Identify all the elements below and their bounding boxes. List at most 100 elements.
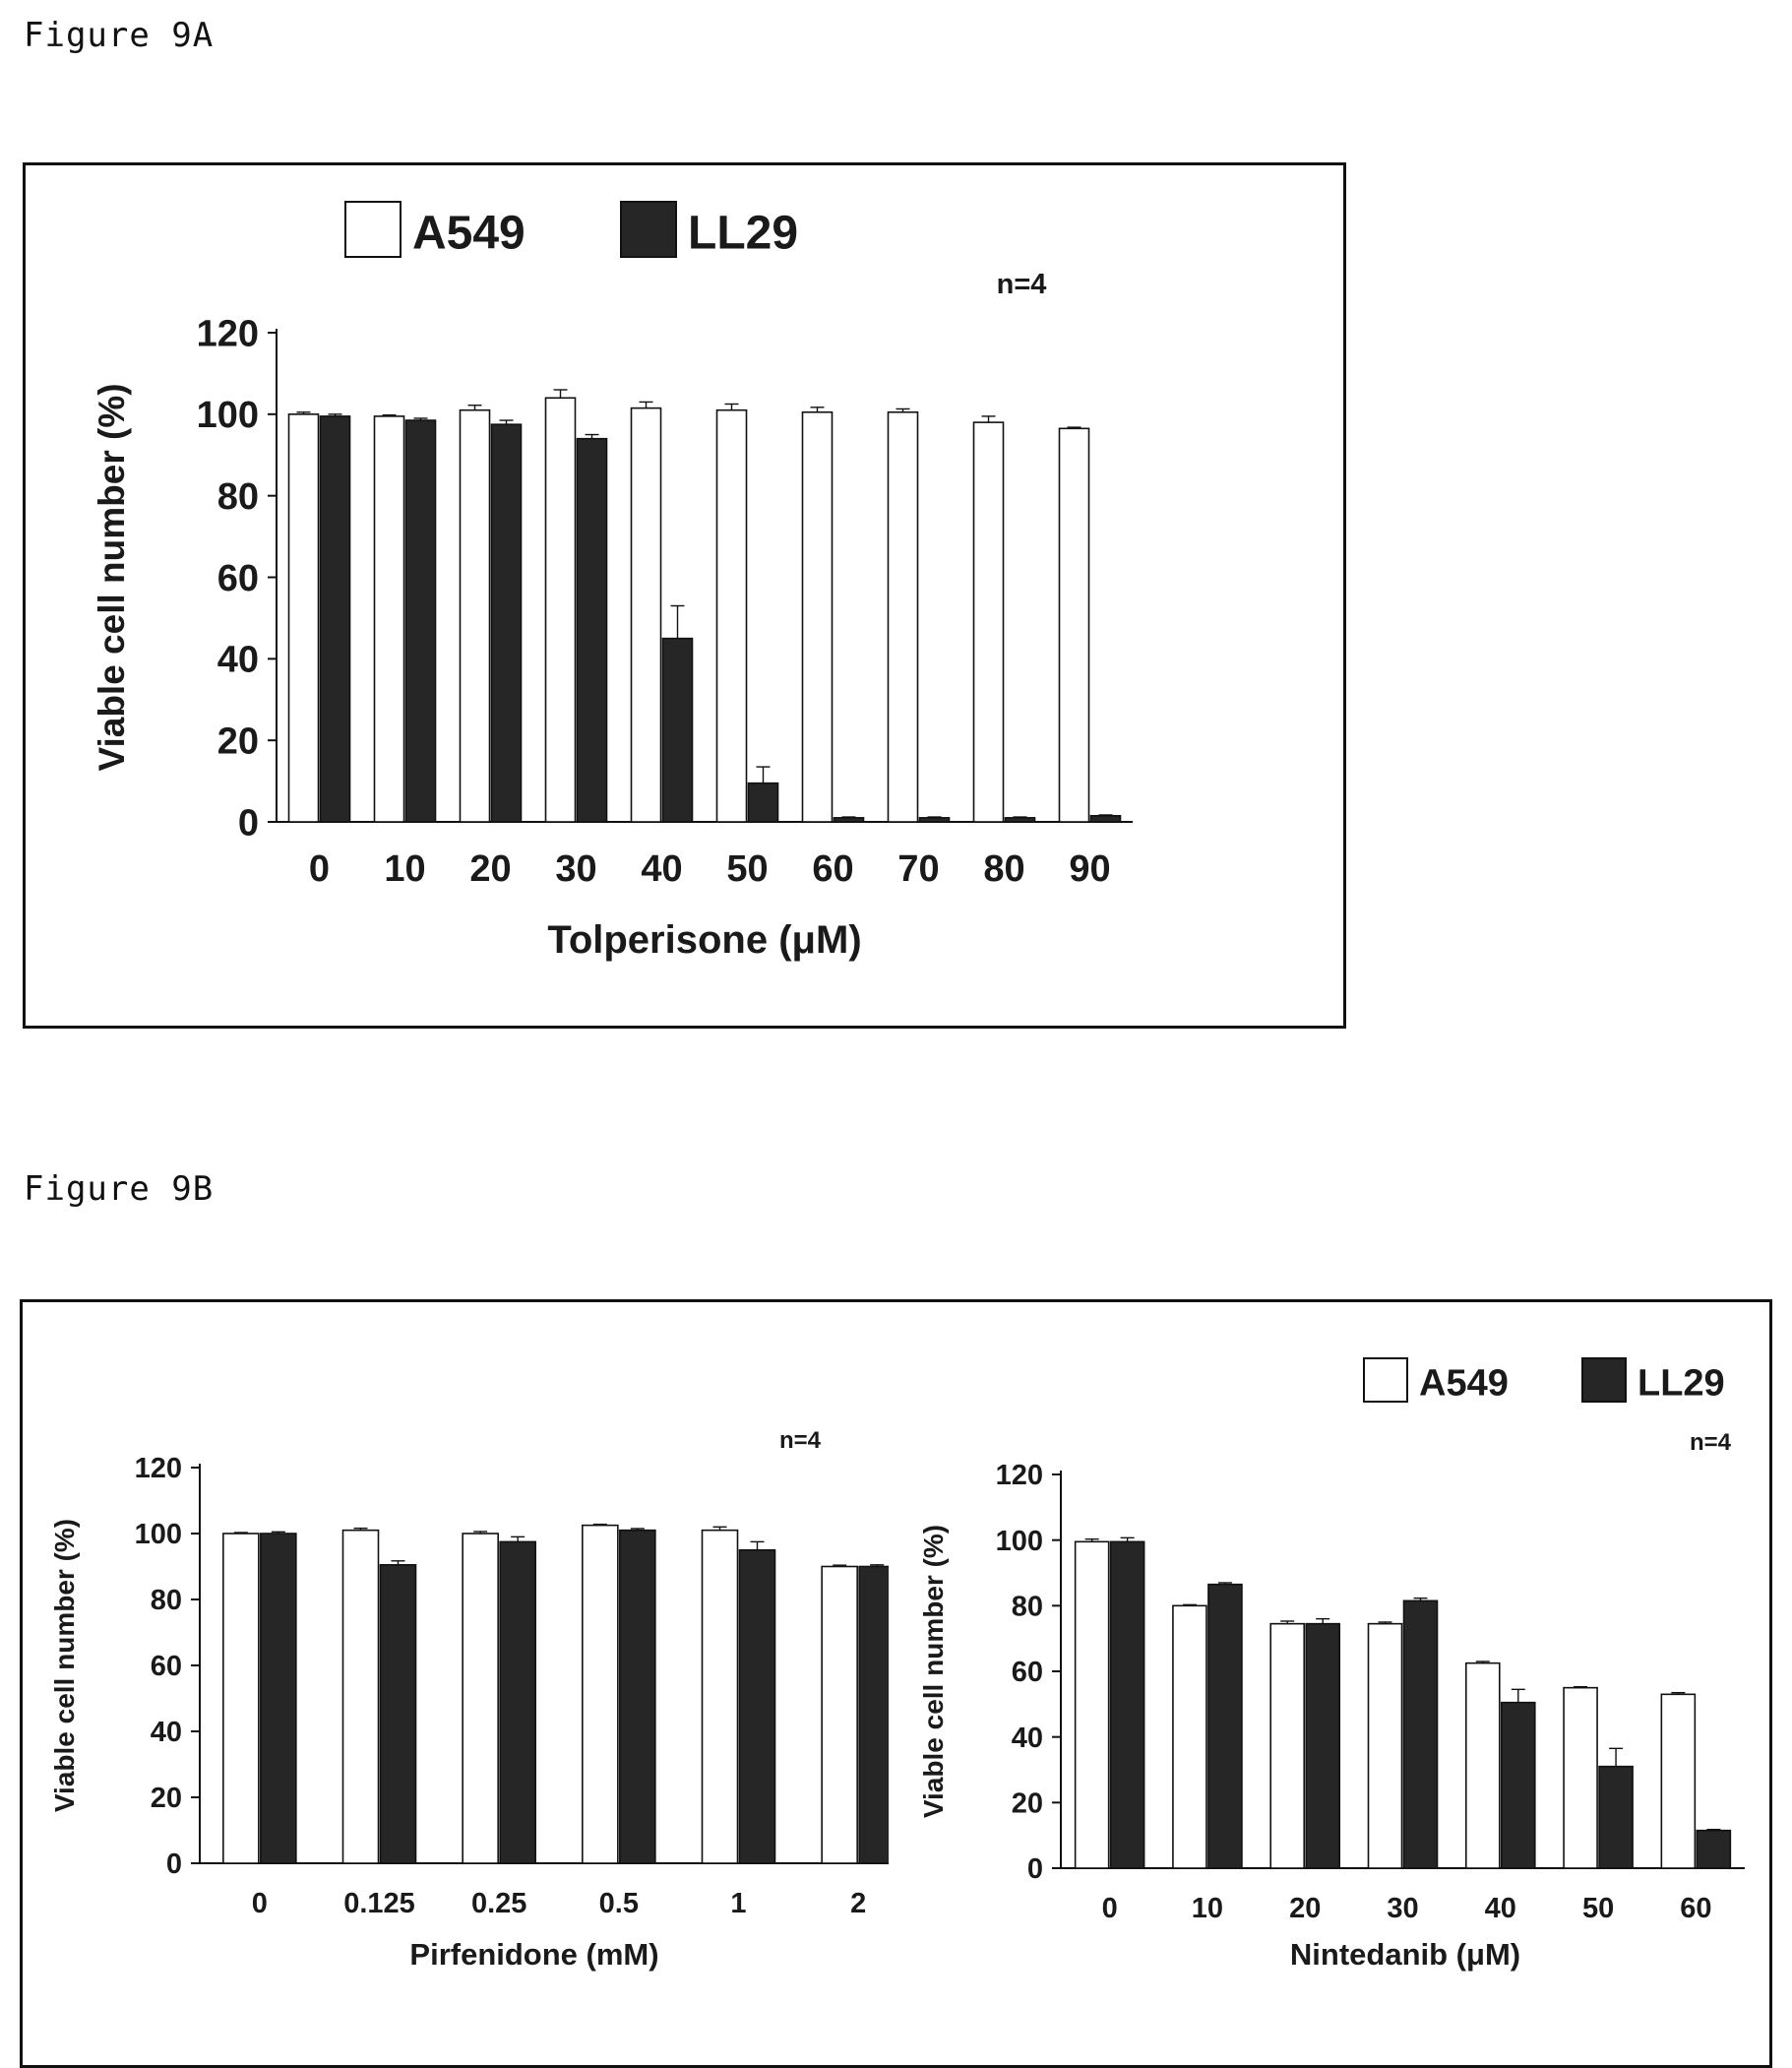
bar-ll29 [499, 1540, 536, 1864]
x-tick-label: 60 [812, 848, 853, 890]
bar-ll29 [1089, 814, 1122, 823]
x-axis-label: Nintedanib (μM) [1290, 1937, 1520, 1972]
bar-a549 [1563, 1686, 1598, 1869]
bar-ll29 [319, 415, 351, 823]
x-tick-label: 60 [1680, 1893, 1711, 1924]
bar-a549 [582, 1524, 619, 1864]
y-tick-label: 120 [197, 313, 259, 354]
y-tick-label: 20 [1012, 1787, 1043, 1819]
figure-9a-panel: 0 20 40 60 80 100 120 0 10 20 30 40 50 60 70 80 90 Tolper… [23, 162, 1346, 1029]
bar-a549 [715, 408, 748, 823]
bar-a549 [1172, 1604, 1207, 1869]
bar-ll29 [833, 817, 865, 823]
x-tick-label: 0 [252, 1888, 268, 1919]
y-tick-label: 80 [217, 476, 259, 518]
bar-ll29 [1598, 1765, 1634, 1869]
legend-label-ll29: LL29 [688, 208, 798, 260]
x-tick-label: 50 [726, 848, 768, 890]
bar-a549 [373, 415, 405, 823]
legend-swatch-a549 [1363, 1357, 1408, 1403]
bar-a549 [1058, 427, 1090, 823]
pirfenidone-bar-chart: 0 20 40 60 80 100 120 0 0.125 0.25 0.5 1 2 Pirfenidon… [49, 1427, 889, 1972]
bar-ll29 [858, 1565, 889, 1864]
nintedanib-bar-chart: 0 20 40 60 80 100 120 0 10 20 30 40 50 60 Nintedanib (… [918, 1357, 1745, 1972]
bar-ll29 [1305, 1622, 1341, 1869]
bar-a549 [972, 421, 1005, 823]
bar-a549 [1464, 1661, 1501, 1869]
x-tick-label: 90 [1069, 848, 1110, 890]
x-axis-label: Pirfenidone (mM) [409, 1937, 658, 1972]
x-axis-label: Tolperisone (μM) [547, 918, 861, 962]
x-tick-label: 70 [897, 848, 939, 890]
y-tick-label: 120 [135, 1453, 182, 1484]
x-tick-label: 0 [309, 848, 330, 890]
x-tick-label: 0.5 [599, 1888, 639, 1919]
bar-a549 [1367, 1622, 1403, 1869]
bar-a549 [821, 1565, 858, 1864]
x-tick-label: 2 [850, 1888, 866, 1919]
bar-ll29 [747, 782, 779, 823]
x-tick-label: 50 [1582, 1893, 1614, 1924]
bar-a549 [462, 1533, 499, 1864]
bar-ll29 [576, 437, 608, 823]
y-axis-label: Viable cell number (%) [49, 1519, 80, 1812]
x-tick-label: 0 [1102, 1893, 1118, 1924]
legend-label-a549: A549 [412, 208, 525, 260]
y-tick-label: 40 [1012, 1723, 1043, 1754]
y-tick-label: 100 [135, 1519, 182, 1550]
bar-a549 [1269, 1622, 1306, 1869]
bar-a549 [341, 1529, 380, 1864]
y-axis-label: Viable cell number (%) [918, 1525, 949, 1818]
y-tick-label: 60 [151, 1651, 182, 1682]
figure-9a-label: Figure 9A [24, 16, 215, 55]
sample-size-annotation: n=4 [779, 1427, 822, 1454]
x-tick-label: 40 [1485, 1893, 1516, 1924]
figure-9b-label: Figure 9B [24, 1169, 215, 1209]
bar-ll29 [404, 419, 437, 823]
x-tick-label: 80 [983, 848, 1024, 890]
bar-a549 [287, 413, 320, 823]
bar-ll29 [379, 1564, 417, 1864]
bar-a549 [630, 407, 662, 823]
y-tick-label: 60 [1012, 1657, 1043, 1688]
bar-a549 [887, 410, 919, 823]
bar-a549 [801, 410, 834, 823]
x-tick-label: 20 [469, 848, 511, 890]
x-tick-label: 0.25 [471, 1888, 526, 1919]
bar-a549 [222, 1533, 260, 1864]
bar-ll29 [260, 1533, 297, 1864]
bar-ll29 [1500, 1701, 1536, 1869]
bar-ll29 [738, 1548, 776, 1864]
y-axis-label: Viable cell number (%) [92, 383, 132, 771]
x-tick-label: 10 [384, 848, 425, 890]
legend-label-ll29: LL29 [1638, 1362, 1725, 1404]
bar-a549 [701, 1529, 739, 1864]
tolperisone-bar-chart: 0 20 40 60 80 100 120 0 10 20 30 40 50 60 70 80 90 Tolper… [92, 201, 1133, 962]
bar-ll29 [1207, 1583, 1243, 1869]
bar-ll29 [619, 1529, 656, 1864]
x-tick-label: 30 [555, 848, 596, 890]
x-tick-label: 40 [641, 848, 682, 890]
x-tick-label: 0.125 [343, 1888, 415, 1919]
bar-a549 [1660, 1693, 1697, 1869]
y-tick-label: 0 [166, 1849, 182, 1880]
bar-ll29 [1109, 1540, 1145, 1869]
y-tick-label: 120 [996, 1460, 1043, 1491]
y-tick-label: 20 [151, 1783, 182, 1814]
y-tick-label: 60 [217, 558, 259, 599]
bar-a549 [459, 408, 491, 823]
bar-ll29 [661, 637, 694, 823]
legend-swatch-ll29 [620, 201, 677, 258]
bar-ll29 [490, 423, 523, 823]
bar-ll29 [1696, 1829, 1732, 1869]
legend-label-a549: A549 [1419, 1362, 1509, 1404]
y-tick-label: 40 [217, 640, 259, 681]
y-tick-label: 100 [996, 1526, 1043, 1557]
y-tick-label: 0 [238, 802, 259, 844]
legend-swatch-ll29 [1581, 1357, 1627, 1403]
x-tick-label: 20 [1289, 1893, 1321, 1924]
sample-size-annotation: n=4 [997, 269, 1047, 300]
y-tick-label: 100 [197, 395, 259, 436]
bar-ll29 [918, 817, 951, 823]
y-tick-label: 80 [151, 1585, 182, 1616]
